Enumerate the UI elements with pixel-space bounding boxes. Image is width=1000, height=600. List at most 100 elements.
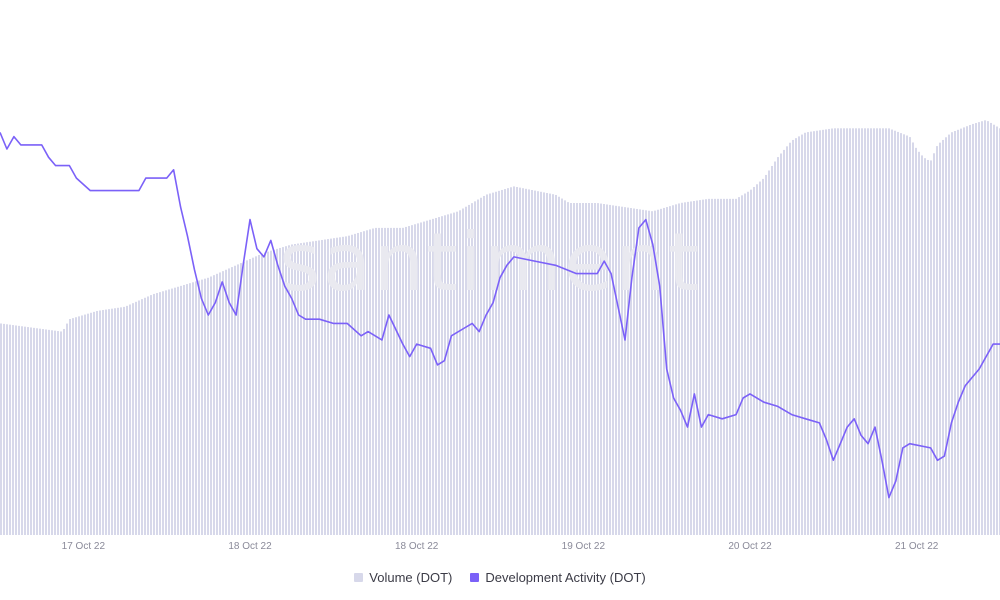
volume-bar bbox=[918, 151, 920, 535]
volume-bar bbox=[351, 234, 353, 535]
volume-bar bbox=[123, 306, 125, 535]
volume-bar bbox=[828, 128, 830, 536]
volume-bar bbox=[54, 330, 56, 535]
volume-bar bbox=[216, 273, 218, 535]
volume-bar bbox=[651, 211, 653, 535]
volume-bar bbox=[360, 232, 362, 536]
legend-label-volume: Volume (DOT) bbox=[369, 569, 453, 585]
volume-bar bbox=[201, 279, 203, 535]
volume-bar bbox=[813, 131, 815, 535]
volume-bar bbox=[930, 160, 932, 535]
volume-bar bbox=[672, 205, 674, 535]
volume-bar bbox=[102, 310, 104, 535]
volume-bar bbox=[465, 206, 467, 536]
volume-bar bbox=[225, 269, 227, 535]
volume-bar bbox=[318, 240, 320, 536]
watermark-text: santiment bbox=[279, 216, 701, 309]
volume-bar bbox=[84, 314, 86, 535]
volume-bar bbox=[174, 287, 176, 535]
volume-bar bbox=[3, 323, 5, 535]
volume-bar bbox=[801, 134, 803, 535]
volume-bar bbox=[711, 198, 713, 535]
volume-bar bbox=[492, 192, 494, 535]
volume-bar bbox=[594, 203, 596, 535]
volume-bar bbox=[195, 281, 197, 535]
volume-bar bbox=[732, 198, 734, 535]
volume-bar bbox=[753, 186, 755, 535]
volume-bar bbox=[888, 128, 890, 535]
volume-bar bbox=[987, 121, 989, 536]
volume-bar bbox=[600, 203, 602, 536]
volume-bar bbox=[285, 246, 287, 535]
volume-bar bbox=[981, 121, 983, 536]
volume-bar bbox=[198, 280, 200, 535]
volume-bar bbox=[921, 155, 923, 536]
volume-bar bbox=[996, 126, 998, 535]
volume-bar bbox=[258, 254, 260, 535]
volume-bar bbox=[270, 250, 272, 535]
volume-bar bbox=[246, 260, 248, 535]
volume-bar bbox=[426, 220, 428, 535]
volume-bar bbox=[36, 328, 38, 535]
volume-bar bbox=[684, 202, 686, 535]
volume-bar bbox=[450, 213, 452, 535]
volume-bar bbox=[51, 330, 53, 535]
volume-bar bbox=[180, 285, 182, 535]
volume-bar bbox=[927, 159, 929, 536]
volume-bar bbox=[165, 290, 167, 535]
volume-bar bbox=[474, 201, 476, 535]
volume-bar bbox=[714, 198, 716, 535]
volume-bar bbox=[504, 189, 506, 535]
volume-bar bbox=[852, 128, 854, 536]
legend-item-volume[interactable]: Volume (DOT) bbox=[354, 570, 452, 585]
volume-bar bbox=[774, 161, 776, 535]
volume-bar bbox=[861, 128, 863, 536]
volume-bar bbox=[483, 195, 485, 535]
volume-bar bbox=[591, 203, 593, 535]
volume-bar bbox=[237, 264, 239, 535]
volume-bar bbox=[138, 300, 140, 535]
volume-bar bbox=[681, 202, 683, 536]
volume-bar bbox=[297, 243, 299, 535]
volume-bar bbox=[822, 129, 824, 535]
volume-bar bbox=[372, 228, 374, 535]
volume-bar bbox=[516, 187, 518, 536]
volume-bar bbox=[363, 231, 365, 535]
volume-bar bbox=[993, 124, 995, 535]
volume-bar bbox=[186, 284, 188, 535]
volume-bar bbox=[933, 153, 935, 535]
volume-bar bbox=[279, 247, 281, 535]
volume-bar bbox=[741, 195, 743, 535]
volume-bar bbox=[411, 225, 413, 535]
volume-bar bbox=[156, 293, 158, 535]
volume-bar bbox=[789, 142, 791, 535]
volume-bar bbox=[756, 184, 758, 535]
volume-bar bbox=[771, 165, 773, 535]
volume-bar bbox=[621, 206, 623, 536]
volume-bar bbox=[597, 203, 599, 535]
volume-bar bbox=[381, 227, 383, 535]
legend-item-development-activity[interactable]: Development Activity (DOT) bbox=[470, 570, 646, 585]
volume-bar bbox=[639, 209, 641, 536]
volume-bar bbox=[234, 265, 236, 535]
volume-bar bbox=[798, 136, 800, 535]
volume-bar bbox=[555, 194, 557, 535]
volume-bar bbox=[984, 120, 986, 535]
volume-bar bbox=[963, 127, 965, 536]
volume-bar bbox=[720, 198, 722, 535]
volume-bar bbox=[849, 128, 851, 536]
volume-bar bbox=[735, 198, 737, 535]
volume-bar bbox=[570, 203, 572, 535]
volume-bar bbox=[900, 133, 902, 535]
volume-bar bbox=[141, 299, 143, 535]
volume-bar bbox=[579, 203, 581, 535]
volume-bar bbox=[573, 203, 575, 535]
volume-bar bbox=[243, 261, 245, 535]
volume-bar bbox=[222, 271, 224, 535]
volume-bar bbox=[507, 188, 509, 535]
volume-bar bbox=[399, 227, 401, 535]
volume-bar bbox=[327, 239, 329, 536]
legend-swatch-development-activity bbox=[470, 572, 480, 582]
volume-bar bbox=[702, 199, 704, 536]
volume-bar bbox=[120, 307, 122, 535]
